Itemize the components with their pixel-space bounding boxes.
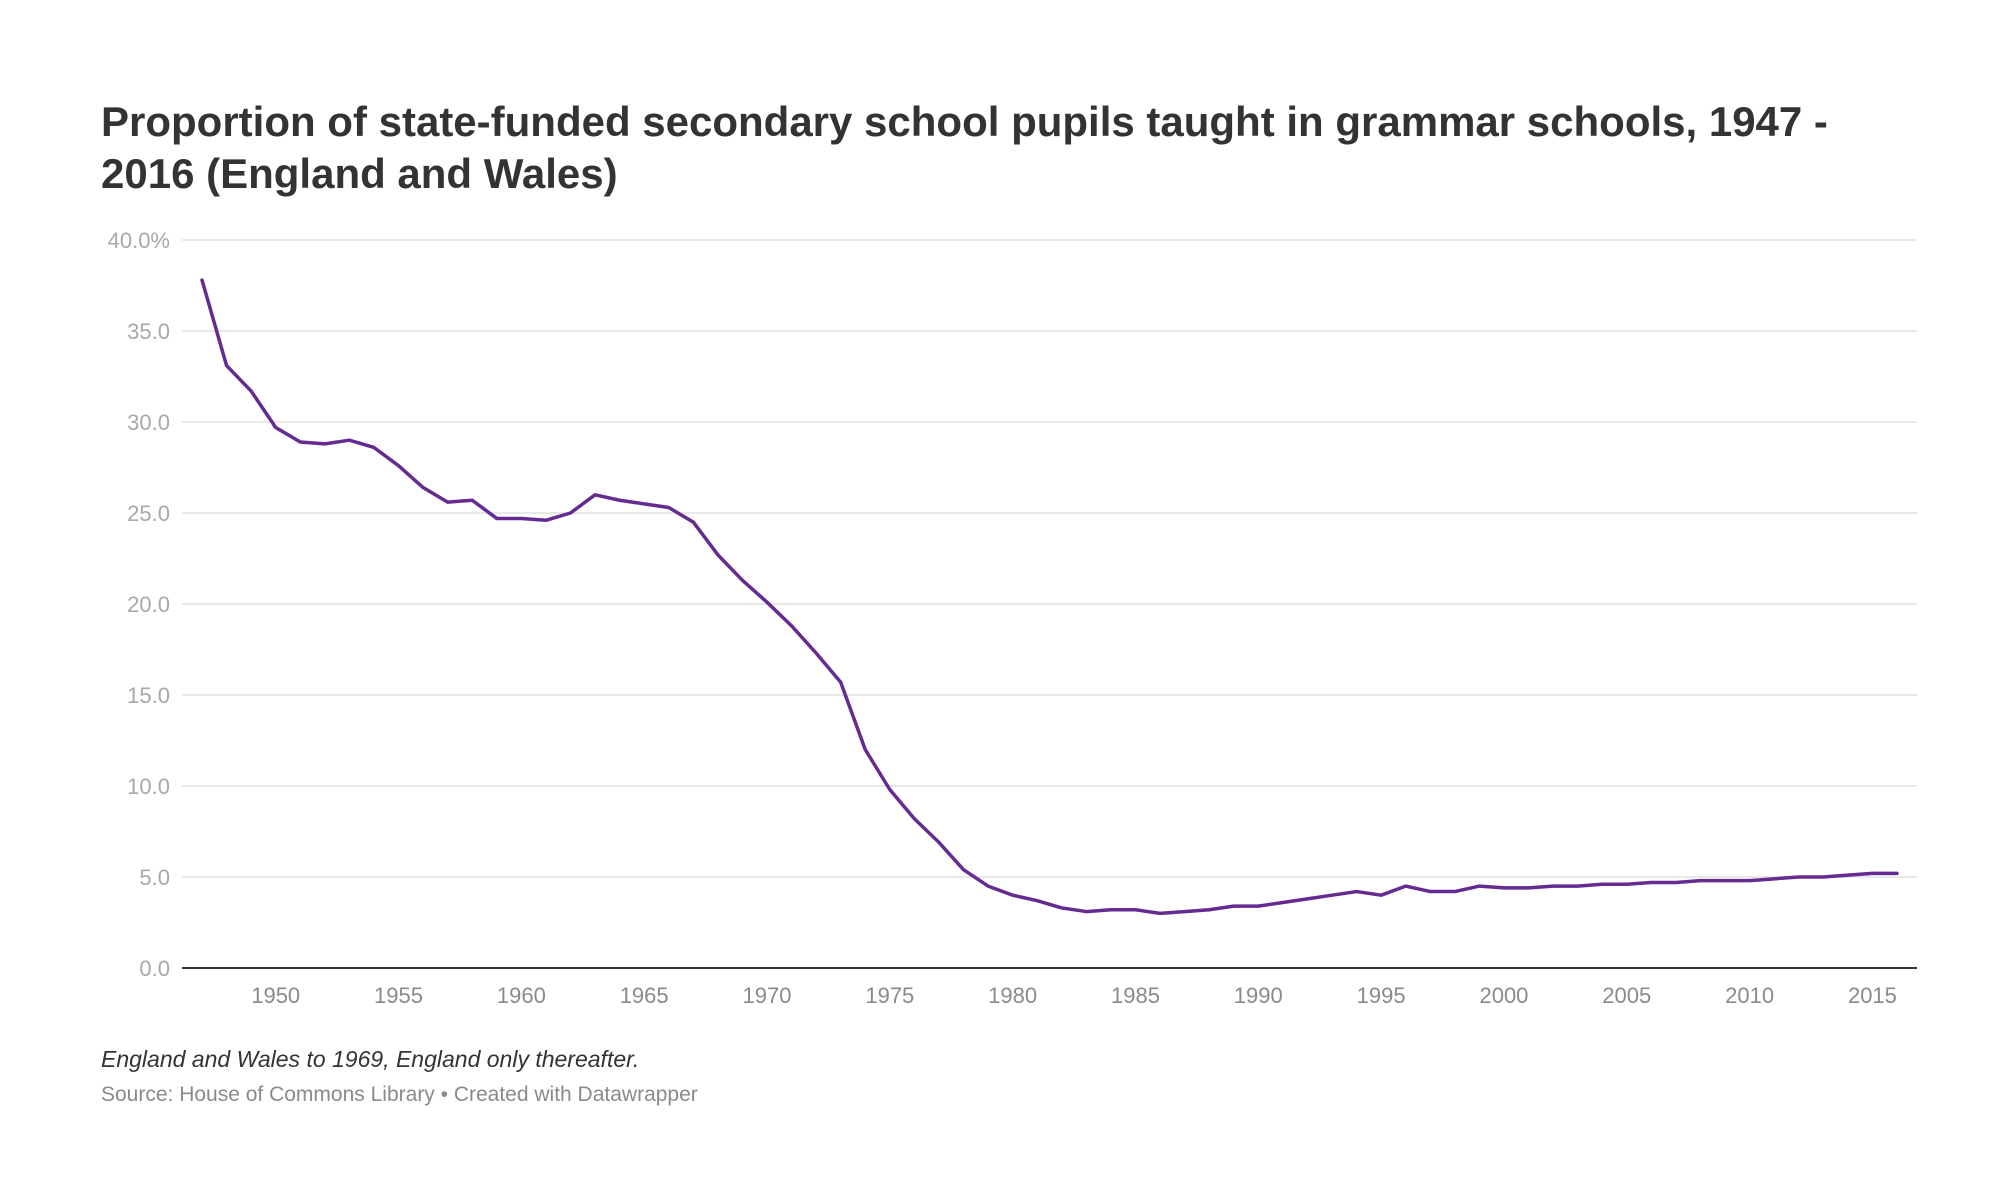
- x-tick-label: 2010: [1725, 983, 1774, 1008]
- x-tick-label: 2015: [1848, 983, 1897, 1008]
- y-tick-label: 35.0: [127, 319, 170, 344]
- chart-source: Source: House of Commons Library • Creat…: [101, 1083, 698, 1106]
- x-tick-label: 2005: [1602, 983, 1651, 1008]
- series-layer: [200, 278, 1899, 916]
- y-tick-label: 10.0: [127, 774, 170, 799]
- grid-lines: [182, 239, 1917, 878]
- x-axis-tick-labels: 1950 1955 1960 1965 1970 1975 1980 1985 1990 1995…: [251, 983, 1897, 1008]
- x-tick-label: 1960: [497, 983, 546, 1008]
- x-tick-label: 1990: [1234, 983, 1283, 1008]
- x-tick-label: 1975: [865, 983, 914, 1008]
- y-tick-label: 20.0: [127, 592, 170, 617]
- y-tick-label: 15.0: [127, 683, 170, 708]
- chart-title: Proportion of state-funded secondary sch…: [101, 98, 1828, 197]
- y-tick-label: 40.0%: [108, 228, 170, 253]
- y-tick-label: 5.0: [139, 865, 170, 890]
- x-tick-label: 1980: [988, 983, 1037, 1008]
- x-tick-label: 2000: [1479, 983, 1528, 1008]
- x-tick-label: 1995: [1357, 983, 1406, 1008]
- y-axis-tick-labels: 0.0 5.0 10.0 15.0 20.0 25.0 30.0 35.0 40.0%: [108, 228, 170, 981]
- y-tick-label: 25.0: [127, 501, 170, 526]
- chart-note: England and Wales to 1969, England only …: [101, 1046, 640, 1072]
- x-tick-label: 1950: [251, 983, 300, 1008]
- y-tick-label: 30.0: [127, 410, 170, 435]
- series-line: [200, 278, 1899, 916]
- y-tick-label: 0.0: [139, 956, 170, 981]
- x-tick-label: 1955: [374, 983, 423, 1008]
- x-tick-label: 1970: [743, 983, 792, 1008]
- x-tick-label: 1965: [620, 983, 669, 1008]
- x-tick-label: 1985: [1111, 983, 1160, 1008]
